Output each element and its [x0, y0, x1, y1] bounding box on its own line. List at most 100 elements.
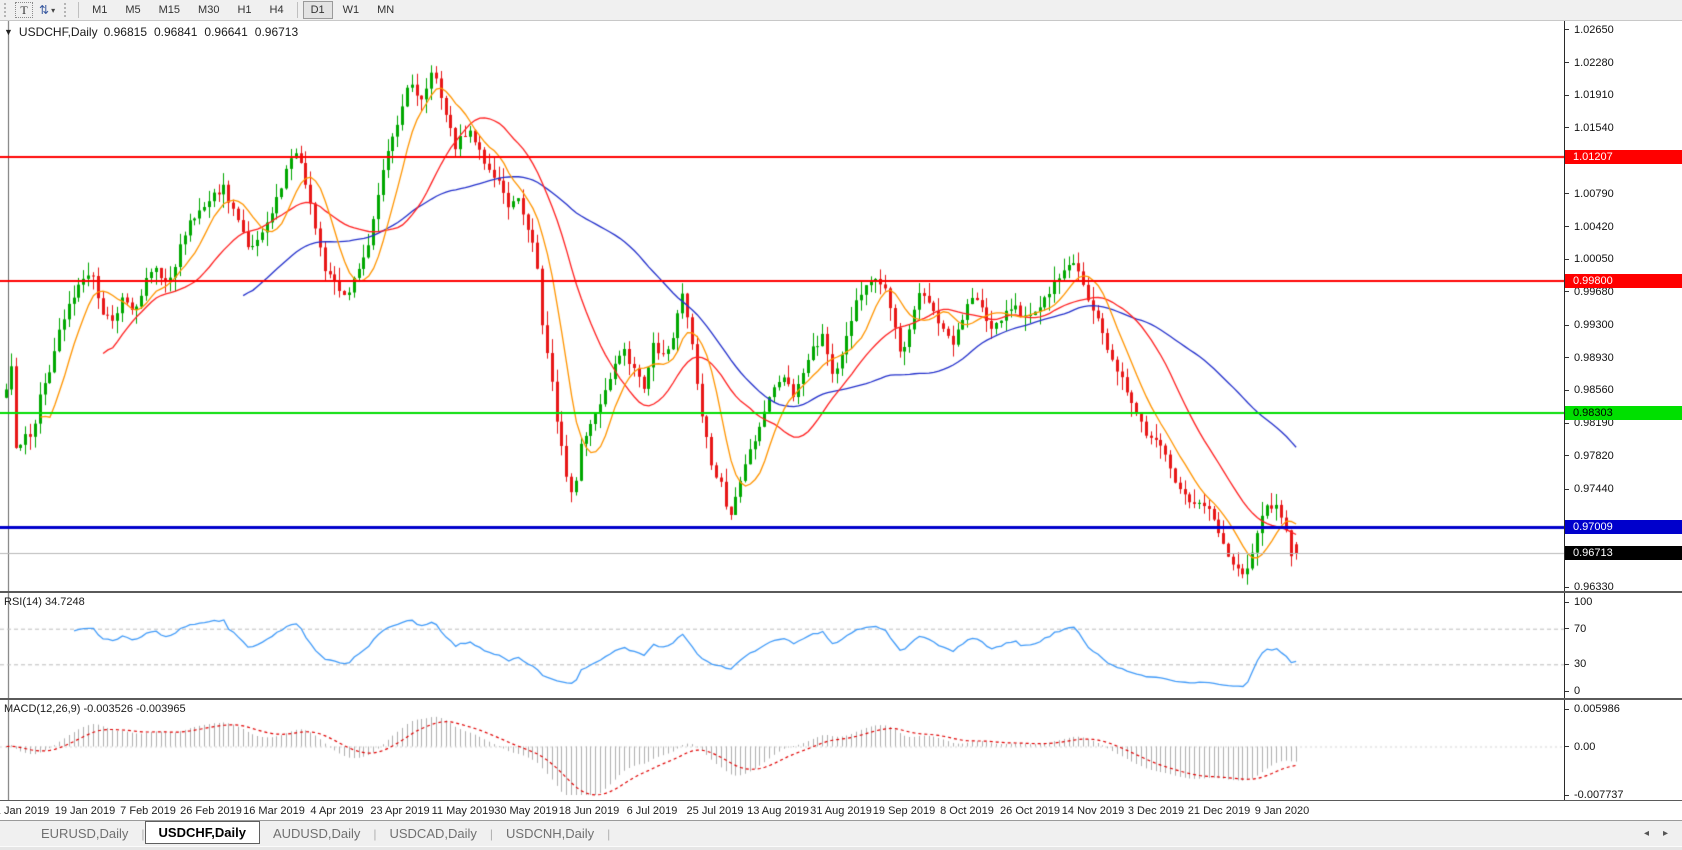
main-chart-canvas[interactable]: [0, 21, 1564, 591]
price-tick-label: 0.99680: [1574, 285, 1614, 298]
tab-scroll-right-icon[interactable]: ▸: [1662, 828, 1668, 839]
price-tick-label: 1.01540: [1574, 121, 1614, 134]
price-tick-mark: [1565, 390, 1569, 391]
price-tick-mark: [1565, 423, 1569, 424]
rsi-canvas[interactable]: [0, 593, 1564, 698]
rsi-tick-mark: [1565, 664, 1569, 665]
tab-usdcnh[interactable]: USDCNH,Daily: [506, 826, 595, 841]
price-tick-mark: [1565, 62, 1569, 63]
price-tick-mark: [1565, 127, 1569, 128]
date-tick-label: 1 Jan 2019: [0, 805, 50, 817]
price-tick-mark: [1565, 226, 1569, 227]
arrange-windows-button[interactable]: ⇅ ▾: [35, 2, 59, 18]
price-tick-label: 0.98930: [1574, 351, 1614, 364]
price-axis[interactable]: 1.02650 1.02280 1.01910 1.01540 1.00790 1.004…: [1564, 21, 1682, 591]
tab-scroll-left-icon[interactable]: ◂: [1643, 828, 1649, 839]
timeframe-button-m15[interactable]: M15: [158, 4, 181, 16]
price-tick-label: 1.00050: [1574, 253, 1614, 266]
timeframe-toolbar: M1 M5 M15 M30 H1 H4 D1 W1 MN: [83, 1, 403, 19]
text-tool-button[interactable]: T: [15, 2, 33, 18]
macd-tick-label: -0.007737: [1574, 789, 1624, 800]
timeframe-button-mn[interactable]: MN: [377, 4, 395, 16]
text-tool-icon: T: [20, 2, 28, 17]
price-tick-mark: [1565, 489, 1569, 490]
price-level-tag-support-blue[interactable]: 0.97009: [1565, 520, 1682, 535]
rsi-panel: RSI(14) 34.7248 100 70 30 0: [0, 591, 1682, 698]
tab-separator: |: [489, 826, 494, 841]
tab-usdcad[interactable]: USDCAD,Daily: [389, 826, 477, 841]
date-tick-label: 18 Jun 2019: [558, 805, 620, 817]
chevron-down-icon: ▾: [51, 5, 56, 15]
date-tick-label: 16 Mar 2019: [243, 805, 305, 817]
timeframe-button-h1[interactable]: H1: [237, 4, 252, 16]
price-tick-label: 1.00420: [1574, 220, 1614, 233]
price-tick-label: 0.98560: [1574, 384, 1614, 397]
timeframe-button-m1[interactable]: M1: [92, 4, 108, 16]
date-tick-label: 8 Oct 2019: [940, 805, 994, 817]
macd-tick-label: 0.005986: [1574, 703, 1620, 715]
macd-tick-label: 0.00: [1574, 740, 1596, 753]
date-tick-label: 14 Nov 2019: [1061, 805, 1125, 817]
timeframe-button-w1[interactable]: W1: [342, 4, 360, 16]
toolbar-separator: [296, 2, 298, 18]
top-toolbar: T ⇅ ▾ M1 M5 M15 M30 H1 H4 D1 W1 MN: [0, 0, 1682, 21]
timeframe-button-d1[interactable]: D1: [302, 1, 333, 19]
arrange-icon: ⇅: [39, 3, 50, 17]
chart-tab-bar: EURUSD,Daily | USDCHF,Daily AUDUSD,Daily…: [0, 820, 1682, 846]
macd-canvas[interactable]: [0, 700, 1564, 800]
rsi-tick-label: 70: [1574, 622, 1587, 635]
price-tick-mark: [1565, 357, 1569, 358]
rsi-tick-label: 100: [1574, 596, 1593, 608]
chart-collapse-icon[interactable]: ▼: [4, 27, 13, 37]
timeframe-button-h4[interactable]: H4: [269, 4, 284, 16]
date-tick-label: 11 May 2019: [431, 805, 495, 817]
rsi-tick-mark: [1565, 691, 1569, 692]
rsi-label: RSI(14) 34.7248: [4, 596, 85, 608]
timeframe-button-m5[interactable]: M5: [125, 4, 141, 16]
macd-axis[interactable]: 0.005986 0.00 -0.007737: [1564, 700, 1682, 800]
date-tick-label: 25 Jul 2019: [686, 805, 744, 817]
date-tick-label: 30 May 2019: [494, 805, 558, 817]
date-tick-label: 21 Dec 2019: [1187, 805, 1251, 817]
price-tick-label: 0.97820: [1574, 449, 1614, 462]
price-level-tag-resistance-1[interactable]: 1.01207: [1565, 150, 1682, 165]
ohlc-close: 0.96713: [254, 25, 299, 39]
toolbar-drag-handle[interactable]: [64, 3, 71, 17]
price-tick-mark: [1565, 95, 1569, 96]
status-strip: [0, 846, 1682, 850]
rsi-tick-label: 0: [1574, 685, 1581, 697]
rsi-axis[interactable]: 100 70 30 0: [1564, 593, 1682, 698]
date-tick-label: 23 Apr 2019: [370, 805, 430, 817]
price-level-tag-current-price[interactable]: 0.96713: [1565, 546, 1682, 561]
price-panel: ▼ USDCHF,Daily 0.96815 0.96841 0.96641 0…: [0, 21, 1682, 591]
price-tick-mark: [1565, 325, 1569, 326]
chart-symbol-label: USDCHF,Daily: [18, 25, 98, 39]
tab-eurusd[interactable]: EURUSD,Daily: [41, 826, 129, 841]
price-tick-label: 1.02650: [1574, 23, 1614, 36]
price-tick-label: 0.99300: [1574, 319, 1614, 332]
date-tick-label: 3 Dec 2019: [1127, 805, 1185, 817]
macd-tick-mark: [1565, 746, 1569, 747]
date-tick-label: 6 Jul 2019: [626, 805, 678, 817]
date-tick-label: 7 Feb 2019: [120, 805, 176, 817]
tab-separator: |: [373, 826, 377, 841]
price-level-tag-resistance-2[interactable]: 0.99800: [1565, 274, 1682, 289]
date-tick-label: 19 Jan 2019: [54, 805, 116, 817]
date-axis[interactable]: 1 Jan 2019 19 Jan 2019 7 Feb 2019 26 Feb 20…: [0, 800, 1682, 822]
price-tick-mark: [1565, 29, 1569, 30]
price-tick-label: 1.01910: [1574, 89, 1614, 102]
ohlc-low: 0.96641: [204, 25, 248, 39]
ohlc-high: 0.96841: [154, 25, 198, 39]
tab-audusd[interactable]: AUDUSD,Daily: [272, 826, 361, 841]
price-tick-mark: [1565, 587, 1569, 588]
ohlc-open: 0.96815: [103, 25, 147, 39]
toolbar-separator: [78, 2, 80, 18]
toolbar-drag-handle[interactable]: [4, 3, 11, 17]
tab-separator: |: [607, 826, 611, 841]
tab-usdchf[interactable]: USDCHF,Daily: [144, 821, 260, 844]
price-level-tag-support-green[interactable]: 0.98303: [1565, 406, 1682, 421]
price-tick-mark: [1565, 455, 1569, 456]
rsi-tick-label: 30: [1574, 658, 1587, 671]
rsi-tick-mark: [1565, 602, 1569, 603]
timeframe-button-m30[interactable]: M30: [198, 4, 220, 16]
